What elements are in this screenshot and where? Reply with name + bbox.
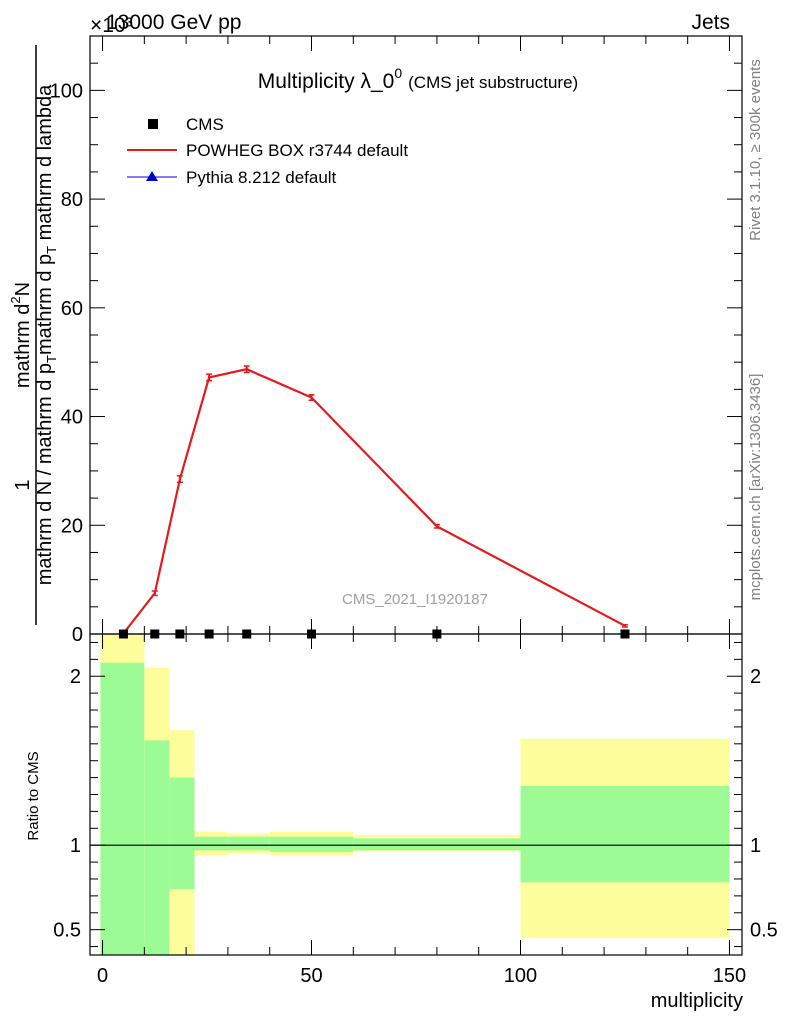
ratio-green-band-1	[144, 740, 170, 955]
ratio-xtick-label: 150	[713, 965, 746, 987]
main-ytick-label: 100	[50, 80, 83, 102]
ratio-ytick-label-left: 2	[70, 666, 81, 688]
exponent-label: ×10³	[90, 14, 133, 37]
ratio-ytick-label-right: 2	[750, 666, 761, 688]
ratio-ytick-label-right: 1	[750, 835, 761, 857]
ratio-xtick-label: 0	[97, 965, 108, 987]
ratio-green-band-4	[227, 836, 270, 851]
legend: CMS POWHEG BOX r3744 default Pythia 8.21…	[127, 115, 408, 187]
powheg-line	[122, 368, 626, 635]
rivet-label: Rivet 3.1.10, ≥ 300k events	[747, 59, 764, 241]
main-ylabel: mathrm d2N mathrm d N / mathrm d pTmathr…	[8, 45, 59, 625]
main-ytick-label: 40	[61, 407, 83, 429]
ratio-green-band-5	[269, 836, 354, 852]
ratio-xtick-label: 50	[300, 965, 322, 987]
main-ytick-label: 20	[61, 515, 83, 537]
legend-cms-marker	[148, 119, 158, 129]
ratio-green-band-3	[194, 836, 228, 851]
ratio-xtick-label: 100	[504, 965, 537, 987]
legend-pythia-label: Pythia 8.212 default	[186, 168, 337, 187]
jets-label: Jets	[691, 11, 730, 34]
title-sup: 0	[394, 65, 402, 81]
ratio-green-band-0	[100, 662, 145, 955]
title-text: Multiplicity λ_0	[258, 70, 395, 93]
main-ytick-label: 60	[61, 298, 83, 320]
analysis-watermark: CMS_2021_I1920187	[342, 591, 488, 608]
ratio-green-band-2	[169, 777, 195, 890]
energy-label: 13000 GeV pp	[106, 11, 241, 34]
legend-powheg-label: POWHEG BOX r3744 default	[186, 141, 408, 160]
legend-cms-label: CMS	[186, 115, 224, 134]
ratio-bands	[100, 634, 730, 955]
main-ytick-label: 80	[61, 189, 83, 211]
mcplots-label: mcplots.cern.ch [arXiv:1306.3436]	[747, 374, 764, 601]
ylabel-prefactor: 1	[12, 479, 34, 490]
ratio-ytick-label-right: 0.5	[750, 920, 778, 942]
ratio-ytick-label-left: 0.5	[53, 920, 81, 942]
ratio-green-band-7	[520, 786, 730, 883]
title-subtitle: (CMS jet substructure)	[408, 73, 578, 92]
legend-pythia-marker	[146, 171, 158, 181]
ratio-ytick-label-left: 1	[70, 835, 81, 857]
ratio-ylabel: Ratio to CMS	[25, 751, 42, 840]
axes: 0 20 40 60 80 100 0 50 100 150 0.5 0.5 1 1 2 2	[50, 35, 778, 987]
main-ytick-label: 0	[72, 624, 83, 646]
ylabel-denominator: mathrm d N / mathrm d pTmathrm d pT math…	[34, 84, 59, 585]
xlabel: multiplicity	[651, 990, 743, 1012]
main-title: Multiplicity λ_00 (CMS jet substructure)	[258, 65, 578, 93]
ratio-green-band-6	[353, 838, 521, 851]
ylabel-numerator: mathrm d2N	[8, 282, 34, 388]
